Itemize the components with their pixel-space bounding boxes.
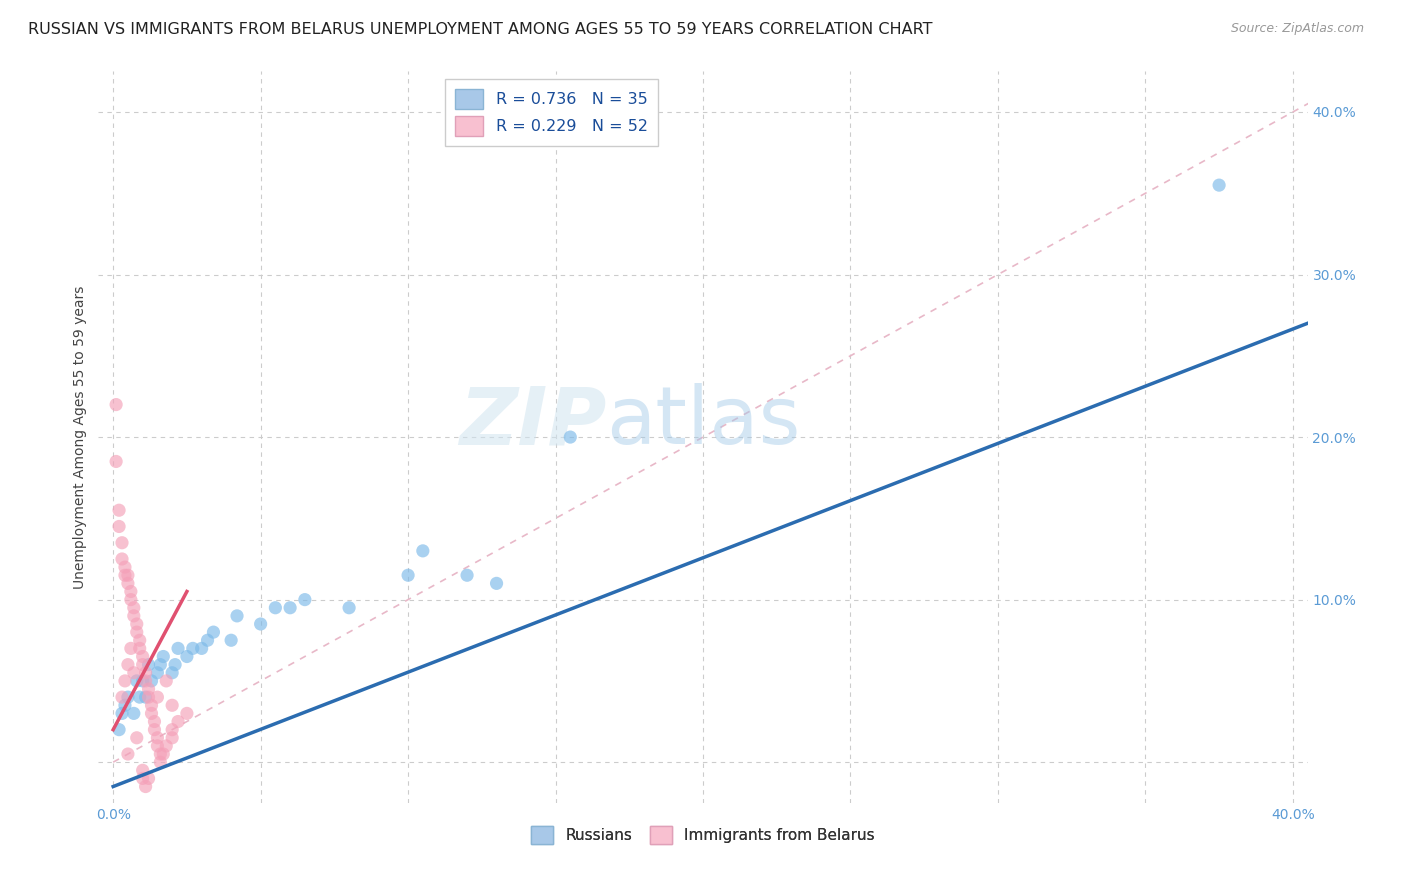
Point xyxy=(160,731,183,745)
Point xyxy=(249,617,271,632)
Point xyxy=(141,706,163,721)
Point xyxy=(108,503,131,517)
Point xyxy=(125,731,148,745)
Point xyxy=(160,698,183,713)
Point xyxy=(117,568,139,582)
Point xyxy=(122,706,145,721)
Point xyxy=(226,608,249,623)
Point xyxy=(160,723,183,737)
Point xyxy=(120,592,142,607)
Point xyxy=(122,665,145,680)
Point xyxy=(219,633,242,648)
Point xyxy=(114,673,136,688)
Point xyxy=(141,673,163,688)
Point xyxy=(146,665,169,680)
Point xyxy=(131,649,153,664)
Point xyxy=(485,576,508,591)
Point xyxy=(149,747,172,761)
Point xyxy=(146,731,169,745)
Point xyxy=(125,625,148,640)
Point xyxy=(152,747,174,761)
Point xyxy=(202,625,225,640)
Point xyxy=(138,690,160,705)
Point xyxy=(114,698,136,713)
Point xyxy=(114,560,136,574)
Text: atlas: atlas xyxy=(606,384,800,461)
Point xyxy=(131,657,153,672)
Point xyxy=(138,772,160,786)
Point xyxy=(155,673,177,688)
Point xyxy=(396,568,419,582)
Point xyxy=(114,568,136,582)
Point xyxy=(131,772,153,786)
Point xyxy=(120,584,142,599)
Point xyxy=(108,519,131,533)
Point xyxy=(111,535,134,549)
Point xyxy=(143,723,166,737)
Point xyxy=(117,747,139,761)
Point xyxy=(120,641,142,656)
Point xyxy=(117,576,139,591)
Point xyxy=(105,398,128,412)
Point xyxy=(160,665,183,680)
Point xyxy=(412,544,434,558)
Point xyxy=(1208,178,1230,193)
Point xyxy=(190,641,212,656)
Legend: R = 0.736   N = 35, R = 0.229   N = 52: R = 0.736 N = 35, R = 0.229 N = 52 xyxy=(444,79,658,146)
Point xyxy=(167,641,190,656)
Point xyxy=(149,755,172,769)
Point xyxy=(165,657,187,672)
Point xyxy=(117,657,139,672)
Point xyxy=(143,714,166,729)
Point xyxy=(108,723,131,737)
Point xyxy=(128,690,150,705)
Point xyxy=(135,673,157,688)
Point xyxy=(128,641,150,656)
Point xyxy=(152,649,174,664)
Point xyxy=(128,633,150,648)
Point xyxy=(337,600,360,615)
Point xyxy=(141,698,163,713)
Point xyxy=(146,739,169,753)
Text: ZIP: ZIP xyxy=(458,384,606,461)
Point xyxy=(122,600,145,615)
Y-axis label: Unemployment Among Ages 55 to 59 years: Unemployment Among Ages 55 to 59 years xyxy=(73,285,87,589)
Point xyxy=(138,657,160,672)
Point xyxy=(135,780,157,794)
Point xyxy=(560,430,582,444)
Point xyxy=(131,673,153,688)
Point xyxy=(135,665,157,680)
Point xyxy=(167,714,190,729)
Point xyxy=(176,706,198,721)
Point xyxy=(125,617,148,632)
Point xyxy=(181,641,204,656)
Point xyxy=(135,690,157,705)
Point xyxy=(117,690,139,705)
Point xyxy=(149,657,172,672)
Point xyxy=(111,690,134,705)
Point xyxy=(155,739,177,753)
Point xyxy=(111,552,134,566)
Point xyxy=(176,649,198,664)
Point xyxy=(294,592,316,607)
Point xyxy=(197,633,219,648)
Point xyxy=(111,706,134,721)
Point xyxy=(138,681,160,696)
Point xyxy=(264,600,287,615)
Point xyxy=(105,454,128,468)
Point xyxy=(122,608,145,623)
Point xyxy=(131,764,153,778)
Text: RUSSIAN VS IMMIGRANTS FROM BELARUS UNEMPLOYMENT AMONG AGES 55 TO 59 YEARS CORREL: RUSSIAN VS IMMIGRANTS FROM BELARUS UNEMP… xyxy=(28,22,932,37)
Point xyxy=(125,673,148,688)
Text: Source: ZipAtlas.com: Source: ZipAtlas.com xyxy=(1230,22,1364,36)
Point xyxy=(146,690,169,705)
Point xyxy=(456,568,478,582)
Point xyxy=(278,600,301,615)
